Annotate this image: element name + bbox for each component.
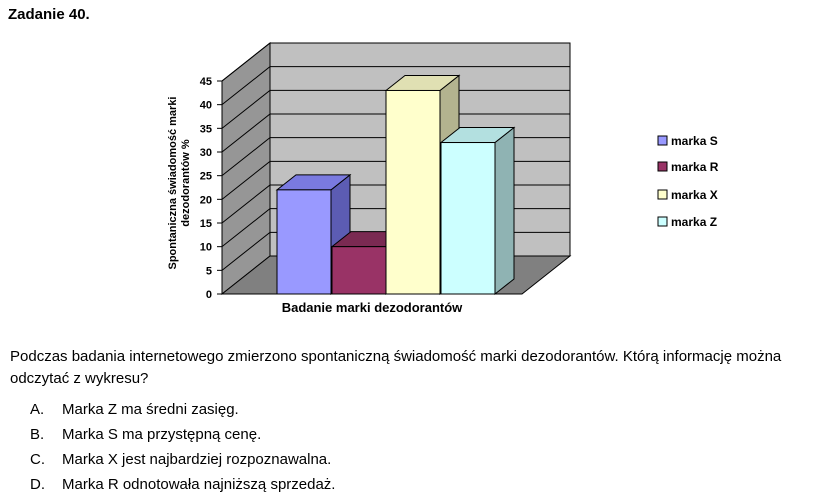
option-d-letter: D.	[30, 476, 45, 493]
gridline	[221, 113, 570, 153]
option-a-letter: A.	[30, 401, 45, 418]
y-tick-label: 5	[206, 265, 212, 277]
option-b[interactable]: B. Marka S ma przystępną cenę.	[30, 426, 335, 451]
option-a-text: Marka Z ma średni zasięg.	[62, 401, 239, 418]
chart-side-wall	[221, 41, 271, 296]
answer-options: A. Marka Z ma średni zasięg. B. Marka S …	[30, 401, 335, 501]
bar-side-marka-Z	[494, 126, 515, 296]
option-d-text: Marka R odnotowała najniższą sprzedaż.	[62, 476, 336, 493]
y-axis-label-line: Spontaniczna świadomość marki	[167, 97, 179, 270]
y-axis-label-line: dezodorantów %	[180, 139, 192, 227]
legend-swatch-marka-S	[657, 135, 668, 146]
legend-swatch-marka-R	[657, 161, 668, 172]
legend-label-marka-Z: marka Z	[671, 215, 717, 229]
legend-label-marka-S: marka S	[671, 134, 718, 148]
option-c[interactable]: C. Marka X jest najbardziej rozpoznawaln…	[30, 451, 335, 476]
option-c-text: Marka X jest najbardziej rozpoznawalna.	[62, 451, 332, 468]
gridline	[221, 42, 570, 82]
option-c-letter: C.	[30, 451, 45, 468]
y-tick-label: 15	[200, 218, 212, 230]
legend-swatch-marka-Z	[657, 216, 668, 227]
legend-swatch-marka-X	[657, 189, 668, 200]
y-tick-label: 25	[200, 171, 212, 183]
y-tick-label: 10	[200, 242, 212, 254]
y-tick-label: 35	[200, 123, 212, 135]
bar-marka-R	[331, 246, 387, 295]
bar-marka-Z	[440, 142, 496, 295]
bar-marka-S	[276, 189, 332, 295]
gridline	[221, 66, 570, 106]
y-tick-label: 40	[200, 100, 212, 112]
x-axis-label: Badanie marki dezodorantów	[282, 300, 463, 315]
bar-chart: 0 5 10 15 20 25 30 35 40 45 Badanie marki dezodora…	[167, 41, 719, 315]
option-a[interactable]: A. Marka Z ma średni zasięg.	[30, 401, 335, 426]
y-tick-label: 20	[200, 194, 212, 206]
y-tick-label: 45	[200, 76, 212, 88]
bar-marka-X	[385, 89, 441, 295]
task-title: Zadanie 40.	[8, 6, 90, 23]
option-b-text: Marka S ma przystępną cenę.	[62, 426, 262, 443]
y-axis-label: Spontaniczna świadomość markidezodorantó…	[167, 97, 192, 270]
gridline	[221, 89, 570, 129]
option-d[interactable]: D. Marka R odnotowała najniższą sprzedaż…	[30, 476, 335, 501]
legend-label-marka-X: marka X	[671, 188, 718, 202]
option-b-letter: B.	[30, 426, 45, 443]
y-tick-label: 0	[206, 289, 212, 301]
legend-label-marka-R: marka R	[671, 160, 719, 174]
y-tick-label: 30	[200, 147, 212, 159]
question-text: Podczas badania internetowego zmierzono …	[10, 348, 782, 387]
